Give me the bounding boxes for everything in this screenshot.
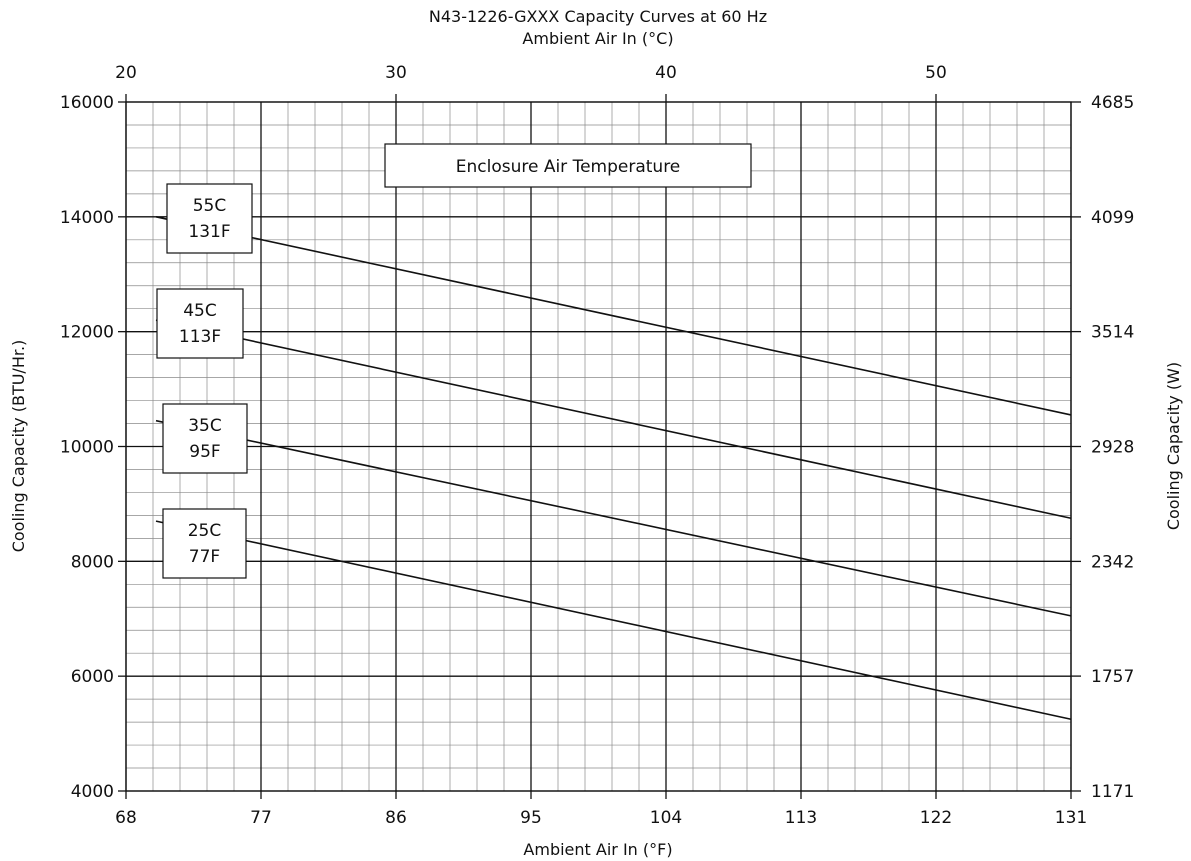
y-tick-label: 10000	[60, 438, 114, 458]
series-label-rect	[166, 183, 253, 254]
series-label-rect	[156, 288, 244, 359]
x-tick-label: 113	[785, 808, 817, 828]
legend-title: Enclosure Air Temperature	[456, 157, 681, 177]
series-label-rect	[162, 403, 248, 474]
y-tick-label: 4000	[71, 782, 114, 802]
y-tick-label: 14000	[60, 208, 114, 228]
y2-tick-label: 4099	[1091, 208, 1134, 228]
series-label: 25C	[188, 521, 222, 541]
x-tick-label: 68	[115, 808, 137, 828]
series-label: 55C	[193, 196, 227, 216]
grid	[118, 94, 1081, 799]
series-label: 35C	[188, 416, 222, 436]
x2-tick-label: 50	[925, 63, 947, 83]
y-tick-label: 12000	[60, 323, 114, 343]
y2-tick-label: 2342	[1091, 552, 1134, 572]
bottom-axis-title: Ambient Air In (°F)	[523, 840, 672, 859]
chart-title: N43-1226-GXXX Capacity Curves at 60 Hz	[429, 7, 767, 26]
series-line	[155, 319, 1072, 520]
x2-tick-label: 20	[115, 63, 137, 83]
series-label: 45C	[183, 301, 217, 321]
x2-tick-label: 40	[655, 63, 677, 83]
right-axis-title: Cooling Capacity (W)	[1164, 362, 1183, 530]
series-line	[155, 419, 1072, 617]
left-axis-title: Cooling Capacity (BTU/Hr.)	[9, 340, 28, 553]
y-tick-label: 6000	[71, 667, 114, 687]
y2-tick-label: 3514	[1091, 323, 1134, 343]
x-tick-label: 131	[1055, 808, 1087, 828]
x2-tick-label: 30	[385, 63, 407, 83]
top-axis-title: Ambient Air In (°C)	[522, 29, 673, 48]
y2-tick-label: 1757	[1091, 667, 1134, 687]
x-tick-label: 86	[385, 808, 407, 828]
series-label: 95F	[189, 442, 220, 462]
legend-title-box: Enclosure Air Temperature	[384, 143, 752, 188]
y2-tick-label: 2928	[1091, 438, 1134, 458]
tick-labels: 68 77 86 95 104 113 122 131 4000 6000 8000 10000 120…	[60, 63, 1134, 828]
plot-border	[125, 101, 1072, 792]
series-label: 77F	[189, 547, 220, 567]
series-label-box: 45C 113F	[156, 288, 244, 359]
series-label-rect	[162, 508, 247, 579]
series-lines	[155, 216, 1072, 721]
y-tick-label: 8000	[71, 552, 114, 572]
y2-tick-label: 4685	[1091, 93, 1134, 113]
x-tick-label: 104	[650, 808, 682, 828]
x-tick-label: 77	[250, 808, 272, 828]
series-line	[155, 520, 1072, 721]
series-line	[155, 216, 1072, 416]
x-tick-label: 122	[920, 808, 952, 828]
series-label: 131F	[188, 222, 230, 242]
series-label: 113F	[179, 327, 221, 347]
y2-tick-label: 1171	[1091, 782, 1134, 802]
x-tick-label: 95	[520, 808, 542, 828]
y-tick-label: 16000	[60, 93, 114, 113]
series-label-box: 55C 131F	[166, 183, 253, 254]
